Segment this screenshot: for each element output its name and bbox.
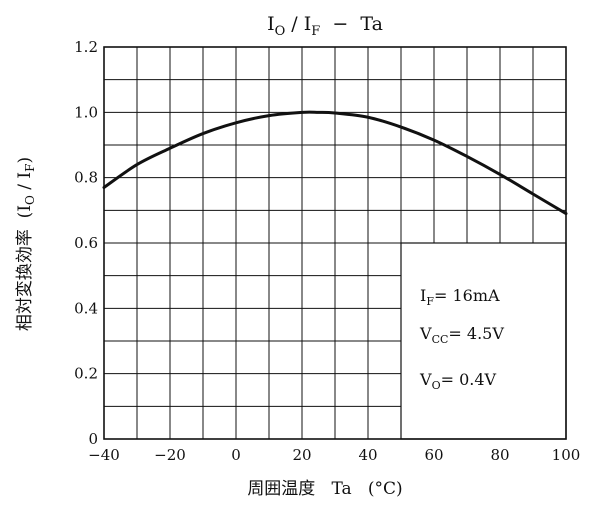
x-tick-label: 80 (490, 446, 509, 464)
annotation-vo-value: = 0.4V (441, 370, 497, 389)
y-axis-sub1: O (23, 195, 37, 205)
y-tick-label: 1.0 (74, 103, 98, 121)
y-axis-slash: / (15, 179, 35, 196)
x-tick-labels: −40 −20 0 20 40 60 80 100 (88, 446, 580, 464)
title-if-sub: F (311, 24, 320, 39)
y-axis-label-text: 相対変換効率 (15, 229, 35, 331)
y-tick-label: 0.4 (74, 299, 98, 317)
annotation-if-sub: F (426, 295, 434, 308)
y-tick-label: 0.2 (74, 365, 98, 383)
annotation-vcc-sub: CC (432, 333, 449, 346)
y-axis-label-gap (15, 218, 35, 229)
annotation-if: IF= 16mA (420, 286, 500, 308)
title-if-i: I (304, 13, 312, 35)
x-tick-label: 100 (552, 446, 581, 464)
plot-frame (103, 46, 567, 440)
series-line-0 (102, 110, 568, 216)
x-tick-label: 60 (424, 446, 443, 464)
annotation-vo-sub: O (432, 379, 441, 392)
title-dash: − (320, 13, 360, 35)
y-tick-label: 0 (88, 430, 98, 448)
y-tick-label: 0.8 (74, 169, 98, 187)
y-axis-open-paren: ( (15, 212, 35, 219)
y-tick-label: 0.6 (74, 234, 98, 252)
y-axis-sub2: F (23, 164, 37, 172)
annotation-if-symbol: I (420, 286, 426, 305)
x-tick-label: 20 (292, 446, 311, 464)
y-axis-i2: I (15, 172, 35, 179)
annotation-vcc-symbol: V (419, 324, 432, 343)
x-tick-label: 0 (231, 446, 241, 464)
title-ta: Ta (360, 13, 383, 35)
series-layer (102, 110, 568, 216)
annotation-vo-symbol: V (419, 370, 432, 389)
annotation-vcc-value: = 4.5V (448, 324, 504, 343)
x-tick-label: −40 (88, 446, 120, 464)
title-io-i: I (267, 13, 275, 35)
y-axis-label-group: 相対変換効率 (IO / IF) (15, 157, 37, 331)
title-io-sub: O (275, 24, 286, 39)
annotation-vcc: VCC= 4.5V (419, 324, 504, 346)
annotation-vo: VO= 0.4V (419, 370, 497, 392)
x-tick-label: 40 (358, 446, 377, 464)
x-tick-label: −20 (154, 446, 186, 464)
chart-title: IO / IF − Ta (267, 13, 383, 39)
y-axis-i1: I (15, 205, 35, 212)
y-tick-label: 1.2 (74, 38, 98, 56)
title-slash: / (285, 13, 303, 35)
y-axis-close-paren: ) (15, 157, 35, 164)
y-axis-label: 相対変換効率 (IO / IF) (15, 157, 37, 331)
annotation-if-value: = 16mA (434, 286, 500, 305)
x-axis-label: 周囲温度 Ta (°C) (247, 479, 402, 499)
y-tick-labels: 0 0.2 0.4 0.6 0.8 1.0 1.2 (74, 38, 98, 448)
